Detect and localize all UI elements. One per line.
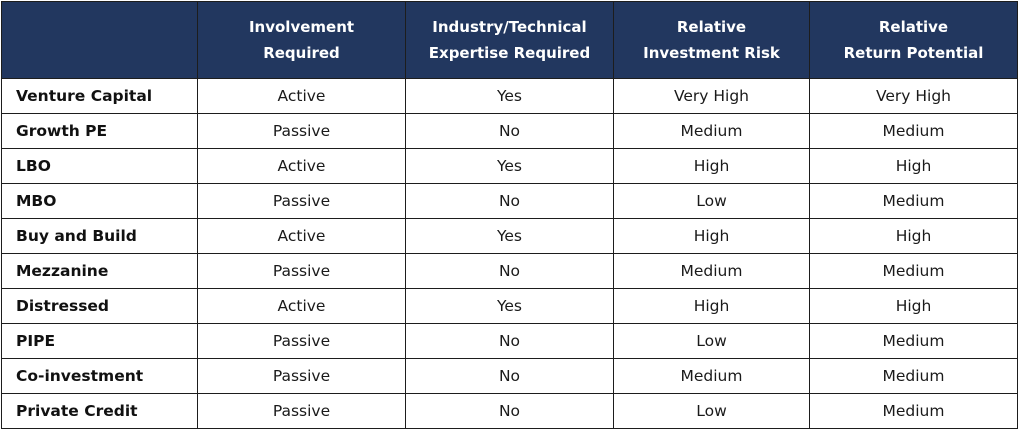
table-row: PIPE Passive No Low Medium [1, 323, 1018, 359]
return-cell: High [809, 218, 1018, 254]
return-cell: Medium [809, 323, 1018, 359]
involvement-cell: Active [197, 218, 406, 254]
table-row: LBO Active Yes High High [1, 148, 1018, 184]
strategy-name-cell: Private Credit [1, 393, 198, 429]
table-row: Co-investment Passive No Medium Medium [1, 358, 1018, 394]
header-line: Involvement [248, 18, 355, 36]
header-cell-risk: Relative Investment Risk [613, 1, 810, 79]
risk-cell: Medium [613, 113, 810, 149]
involvement-cell: Passive [197, 323, 406, 359]
table-row: Growth PE Passive No Medium Medium [1, 113, 1018, 149]
strategy-name-cell: Buy and Build [1, 218, 198, 254]
return-cell: Medium [809, 358, 1018, 394]
header-line: Relative [878, 18, 949, 36]
header-line: Expertise Required [428, 44, 591, 62]
table-row: Venture Capital Active Yes Very High Ver… [1, 78, 1018, 114]
header-cell-strategy [1, 1, 198, 79]
strategy-name-cell: Mezzanine [1, 253, 198, 289]
expertise-cell: Yes [405, 288, 614, 324]
header-cell-expertise: Industry/Technical Expertise Required [405, 1, 614, 79]
risk-cell: High [613, 218, 810, 254]
risk-cell: Low [613, 183, 810, 219]
expertise-cell: No [405, 358, 614, 394]
return-cell: Medium [809, 393, 1018, 429]
table-row: Mezzanine Passive No Medium Medium [1, 253, 1018, 289]
header-cell-return: Relative Return Potential [809, 1, 1018, 79]
return-cell: Medium [809, 183, 1018, 219]
strategy-name-cell: Co-investment [1, 358, 198, 394]
table-row: Private Credit Passive No Low Medium [1, 393, 1018, 429]
involvement-cell: Active [197, 148, 406, 184]
strategy-name-cell: PIPE [1, 323, 198, 359]
expertise-cell: No [405, 183, 614, 219]
return-cell: Medium [809, 113, 1018, 149]
expertise-cell: Yes [405, 78, 614, 114]
involvement-cell: Passive [197, 183, 406, 219]
expertise-cell: No [405, 253, 614, 289]
risk-cell: Low [613, 323, 810, 359]
risk-cell: High [613, 288, 810, 324]
header-line: Industry/Technical [432, 18, 587, 36]
involvement-cell: Active [197, 288, 406, 324]
table-row: Buy and Build Active Yes High High [1, 218, 1018, 254]
return-cell: Medium [809, 253, 1018, 289]
strategy-name-cell: Growth PE [1, 113, 198, 149]
header-row: Involvement Required Industry/Technical … [1, 1, 1018, 79]
header-cell-involvement: Involvement Required [197, 1, 406, 79]
risk-cell: High [613, 148, 810, 184]
expertise-cell: No [405, 113, 614, 149]
involvement-cell: Passive [197, 393, 406, 429]
risk-cell: Very High [613, 78, 810, 114]
header-line: Return Potential [843, 44, 984, 62]
involvement-cell: Passive [197, 253, 406, 289]
involvement-cell: Passive [197, 113, 406, 149]
header-line: Relative [676, 18, 747, 36]
risk-cell: Low [613, 393, 810, 429]
expertise-cell: No [405, 323, 614, 359]
risk-cell: Medium [613, 358, 810, 394]
strategy-name-cell: Venture Capital [1, 78, 198, 114]
expertise-cell: No [405, 393, 614, 429]
table-header: Involvement Required Industry/Technical … [1, 1, 1018, 79]
table-row: MBO Passive No Low Medium [1, 183, 1018, 219]
return-cell: High [809, 148, 1018, 184]
expertise-cell: Yes [405, 218, 614, 254]
header-line: Investment Risk [643, 44, 780, 62]
header-line: Required [263, 44, 340, 62]
table-row: Distressed Active Yes High High [1, 288, 1018, 324]
involvement-cell: Passive [197, 358, 406, 394]
strategy-name-cell: MBO [1, 183, 198, 219]
expertise-cell: Yes [405, 148, 614, 184]
involvement-cell: Active [197, 78, 406, 114]
strategy-name-cell: LBO [1, 148, 198, 184]
return-cell: Very High [809, 78, 1018, 114]
table-body: Venture Capital Active Yes Very High Ver… [1, 78, 1018, 429]
strategy-name-cell: Distressed [1, 288, 198, 324]
risk-cell: Medium [613, 253, 810, 289]
return-cell: High [809, 288, 1018, 324]
